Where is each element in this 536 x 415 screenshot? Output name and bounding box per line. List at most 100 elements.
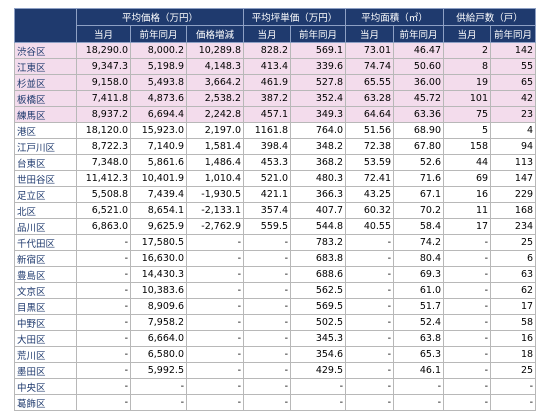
value-cell: 51.56: [345, 122, 395, 139]
value-cell: -: [76, 346, 131, 363]
value-cell: -: [186, 362, 244, 379]
value-cell: 354.6: [289, 346, 347, 363]
value-cell: 69.3: [393, 266, 445, 283]
value-cell: -: [393, 378, 445, 395]
value-cell: 357.4: [243, 202, 291, 219]
ward-name: 港区: [14, 122, 77, 139]
value-cell: 52.6: [393, 154, 445, 171]
group-header: 供給戸数（戸）: [443, 8, 536, 26]
value-cell: 63: [490, 266, 536, 283]
value-cell: -: [443, 282, 492, 299]
table-row: 目黒区 -8,909.6- -569.5-51.7-17: [14, 298, 536, 315]
value-cell: 74.74: [345, 58, 395, 75]
value-cell: 6,694.4: [130, 106, 187, 123]
value-cell: -: [443, 330, 492, 347]
value-cell: 1,581.4: [186, 138, 244, 155]
value-cell: 502.5: [289, 314, 347, 331]
value-cell: 11,412.3: [76, 170, 131, 187]
value-cell: -2,762.9: [186, 218, 244, 235]
value-cell: 44: [443, 154, 492, 171]
table-row: 墨田区 -5,992.5- -429.5-46.1-25: [14, 362, 536, 379]
value-cell: -: [345, 282, 395, 299]
value-cell: -: [393, 394, 445, 411]
value-cell: 14,430.3: [130, 266, 187, 283]
value-cell: -: [289, 394, 347, 411]
value-cell: 5,861.6: [130, 154, 187, 171]
value-cell: 63.36: [393, 106, 445, 123]
value-cell: -: [186, 266, 244, 283]
value-cell: -1,930.5: [186, 186, 244, 203]
header-row: 当月 前年同月 価格増減 当月 前年同月 当月 前年同月 当月 前年同月: [15, 25, 536, 43]
sub-header: 当月: [345, 25, 395, 43]
value-cell: 764.0: [289, 122, 347, 139]
table-body: 渋谷区 18,290.0 8,000.2 10,289.8 828.2 569.1 73.0…: [14, 42, 536, 411]
value-cell: 7,439.4: [130, 186, 187, 203]
table-row: 荒川区 -6,580.0- -354.6-65.3-18: [14, 346, 536, 363]
value-cell: 3,664.2: [186, 74, 244, 91]
ward-name: 練馬区: [14, 106, 77, 123]
value-cell: 683.8: [289, 250, 347, 267]
group-header: 平均坪単価（万円）: [242, 8, 347, 26]
ward-name: 品川区: [14, 218, 77, 235]
table-row: 渋谷区 18,290.0 8,000.2 10,289.8 828.2 569.1 73.0…: [14, 42, 536, 59]
sub-header: 前年同月: [393, 25, 445, 43]
value-cell: 348.2: [289, 138, 347, 155]
value-cell: -: [186, 330, 244, 347]
value-cell: 407.7: [289, 202, 347, 219]
value-cell: 50.60: [393, 58, 445, 75]
value-cell: 101: [443, 90, 492, 107]
value-cell: -: [243, 346, 291, 363]
value-cell: 40.55: [345, 218, 395, 235]
value-cell: 2,242.8: [186, 106, 244, 123]
value-cell: -: [443, 394, 492, 411]
value-cell: -: [345, 250, 395, 267]
value-cell: 828.2: [243, 42, 291, 59]
value-cell: 53.59: [345, 154, 395, 171]
table-row: 江戸川区 8,722.3 7,140.9 1,581.4 398.4 348.2 72.38…: [14, 138, 536, 155]
value-cell: -: [345, 378, 395, 395]
value-cell: 168: [490, 202, 536, 219]
ward-name: 中央区: [14, 378, 77, 395]
value-cell: 521.0: [243, 170, 291, 187]
ward-name: 中野区: [14, 314, 77, 331]
value-cell: -: [186, 346, 244, 363]
table-row: 中央区 - - - - - - - - -: [14, 378, 536, 395]
value-cell: 5,493.8: [130, 74, 187, 91]
value-cell: 7,958.2: [130, 314, 187, 331]
ward-name: 台東区: [14, 154, 77, 171]
value-cell: 16: [490, 330, 536, 347]
ward-name: 荒川区: [14, 346, 77, 363]
value-cell: 1161.8: [243, 122, 291, 139]
table-row: 杉並区 9,158.0 5,493.8 3,664.2 461.9 527.8 65.55 3…: [14, 74, 536, 91]
value-cell: 9,158.0: [76, 74, 131, 91]
sub-header: 前年同月: [130, 25, 187, 43]
value-cell: 43.25: [345, 186, 395, 203]
value-cell: 569.5: [289, 298, 347, 315]
value-cell: 387.2: [243, 90, 291, 107]
value-cell: 16,630.0: [130, 250, 187, 267]
value-cell: 63.28: [345, 90, 395, 107]
value-cell: 4,873.6: [130, 90, 187, 107]
value-cell: -: [443, 250, 492, 267]
value-cell: -: [345, 314, 395, 331]
table-row: 足立区 5,508.8 7,439.4 -1,930.5 421.1 366.3 43.25…: [14, 186, 536, 203]
value-cell: 6,580.0: [130, 346, 187, 363]
ward-name: 渋谷区: [14, 42, 77, 59]
group-header: 平均面積（㎡）: [345, 8, 445, 26]
table-row: 江東区 9,347.3 5,198.9 4,148.3 413.4 339.6 74.74 5…: [14, 58, 536, 75]
value-cell: 58.4: [393, 218, 445, 235]
table-row: 文京区 -10,383.6- -562.5-61.0-62: [14, 282, 536, 299]
value-cell: -: [186, 298, 244, 315]
group-header: 平均価格（万円）: [76, 8, 244, 26]
value-cell: 10,401.9: [130, 170, 187, 187]
table-row: 新宿区 -16,630.0- -683.8-80.4-6: [14, 250, 536, 267]
value-cell: 366.3: [289, 186, 347, 203]
value-cell: 75: [443, 106, 492, 123]
value-cell: -: [76, 250, 131, 267]
value-cell: -2,133.1: [186, 202, 244, 219]
value-cell: 2,197.0: [186, 122, 244, 139]
value-cell: 51.7: [393, 298, 445, 315]
value-cell: 72.38: [345, 138, 395, 155]
ward-name: 世田谷区: [14, 170, 77, 187]
value-cell: 562.5: [289, 282, 347, 299]
